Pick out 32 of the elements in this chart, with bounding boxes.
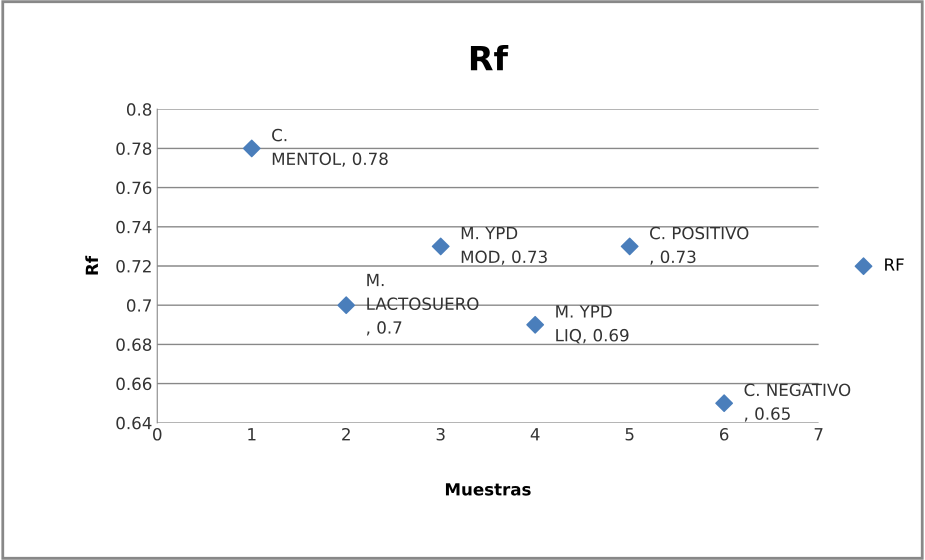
- legend-label: RF: [885, 258, 904, 271]
- y-tick-label: 0.7: [126, 299, 151, 312]
- x-tick-label: 3: [436, 428, 445, 441]
- point: [432, 237, 450, 256]
- x-tick-label: 2: [342, 428, 350, 440]
- chart-title: Rf: [470, 44, 508, 70]
- y-tick-label: 0.72: [116, 260, 151, 273]
- data-label: C. POSITIVO , 0.73: [650, 226, 748, 265]
- x-tick-label: 6: [720, 428, 728, 441]
- data-label: C. NEGATIVO , 0.65: [744, 384, 850, 422]
- y-tick-label: 0.74: [116, 220, 152, 234]
- point: [620, 237, 639, 256]
- x-tick-label: 1: [248, 428, 256, 440]
- point: [242, 139, 261, 158]
- point: [337, 296, 356, 314]
- y-tick-label: 0.66: [116, 378, 152, 390]
- data-label: M. YPD LIQ, 0.69: [556, 305, 628, 344]
- x-tick-label: 5: [626, 428, 634, 441]
- y-tick-label: 0.76: [116, 182, 152, 194]
- point: [526, 316, 544, 334]
- x-tick-label: 7: [814, 428, 823, 440]
- x-axis-title: Muestras: [446, 483, 531, 496]
- y-axis-title: Rf: [85, 256, 98, 275]
- x-tick-label: 4: [530, 428, 540, 440]
- x-tick-label: 0: [153, 428, 162, 441]
- y-tick-label: 0.64: [116, 416, 152, 430]
- y-tick-label: 0.8: [126, 103, 152, 116]
- data-label: C. MENTOL, 0.78: [272, 128, 388, 167]
- point: [715, 394, 734, 412]
- data-label: M. YPD MOD, 0.73: [462, 226, 547, 265]
- y-tick-label: 0.78: [116, 142, 152, 155]
- y-tick-label: 0.68: [116, 338, 152, 351]
